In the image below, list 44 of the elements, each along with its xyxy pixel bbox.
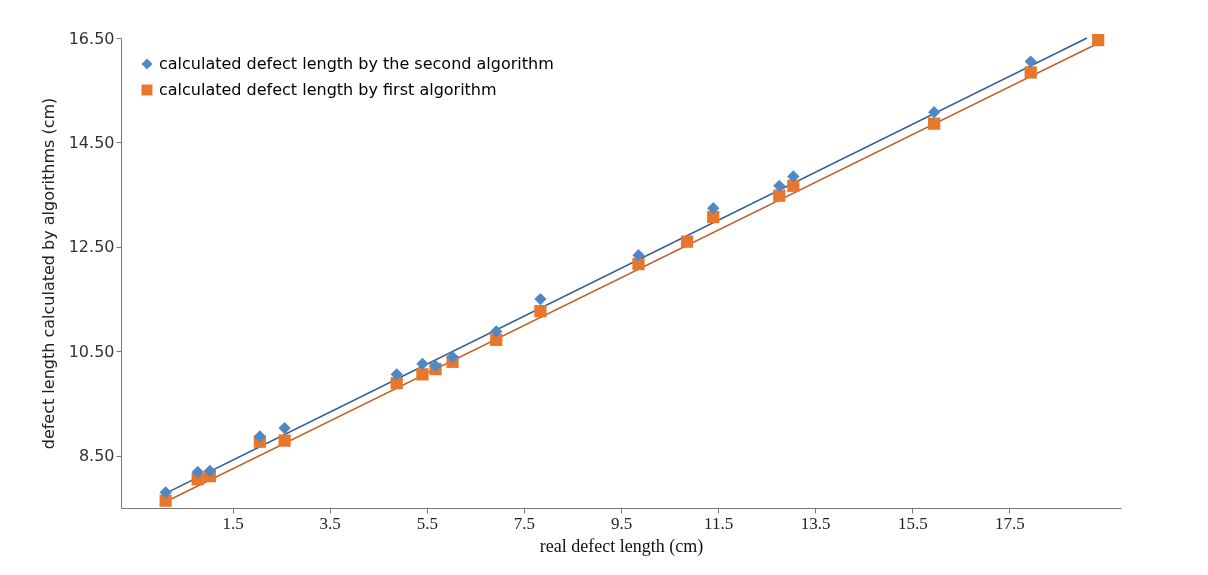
x-tick-label: 17.5 [994,513,1025,533]
point [773,189,786,202]
point [1024,55,1037,68]
point [1024,66,1037,79]
point [927,106,941,119]
point [787,170,800,183]
x-tick-label: 1.5 [222,513,244,533]
point [707,202,720,215]
legend-label: calculated defect length by first algorithm [159,80,497,99]
point [390,368,403,381]
y-tick-label: 14.50 [68,132,115,152]
legend-label: calculated defect length by the second algorithm [159,54,554,73]
point [416,368,429,381]
y-tick-label: 16.50 [68,28,115,48]
point [534,292,547,306]
point [632,249,645,262]
y-tick-label: 12.50 [68,237,115,257]
point [278,421,291,435]
y-axis-title: defect length calculated by algorithms (cm) [38,97,58,450]
x-tick-label: 3.5 [319,513,341,533]
x-tick-label: 15.5 [897,513,928,533]
x-tick-label: 5.5 [416,513,438,533]
point [534,305,547,318]
point [787,179,800,192]
y-tick-label: 10.50 [68,341,115,361]
point [191,465,204,479]
point [632,258,645,271]
y-tick-label: 8.50 [78,446,115,466]
point [253,430,266,443]
point [159,486,172,499]
x-tick-label: 13.5 [800,513,831,533]
point [278,434,291,447]
x-axis-title: real defect length (cm) [539,535,704,557]
point [773,179,786,192]
point [490,325,503,338]
x-tick-label: 9.5 [610,513,633,533]
point [446,350,459,364]
x-tick-label: 7.5 [513,513,536,533]
point [680,235,694,248]
point [203,464,216,478]
x-tick-label: 11.5 [704,513,734,533]
point [927,117,941,130]
point [1092,33,1105,47]
point [416,357,429,370]
